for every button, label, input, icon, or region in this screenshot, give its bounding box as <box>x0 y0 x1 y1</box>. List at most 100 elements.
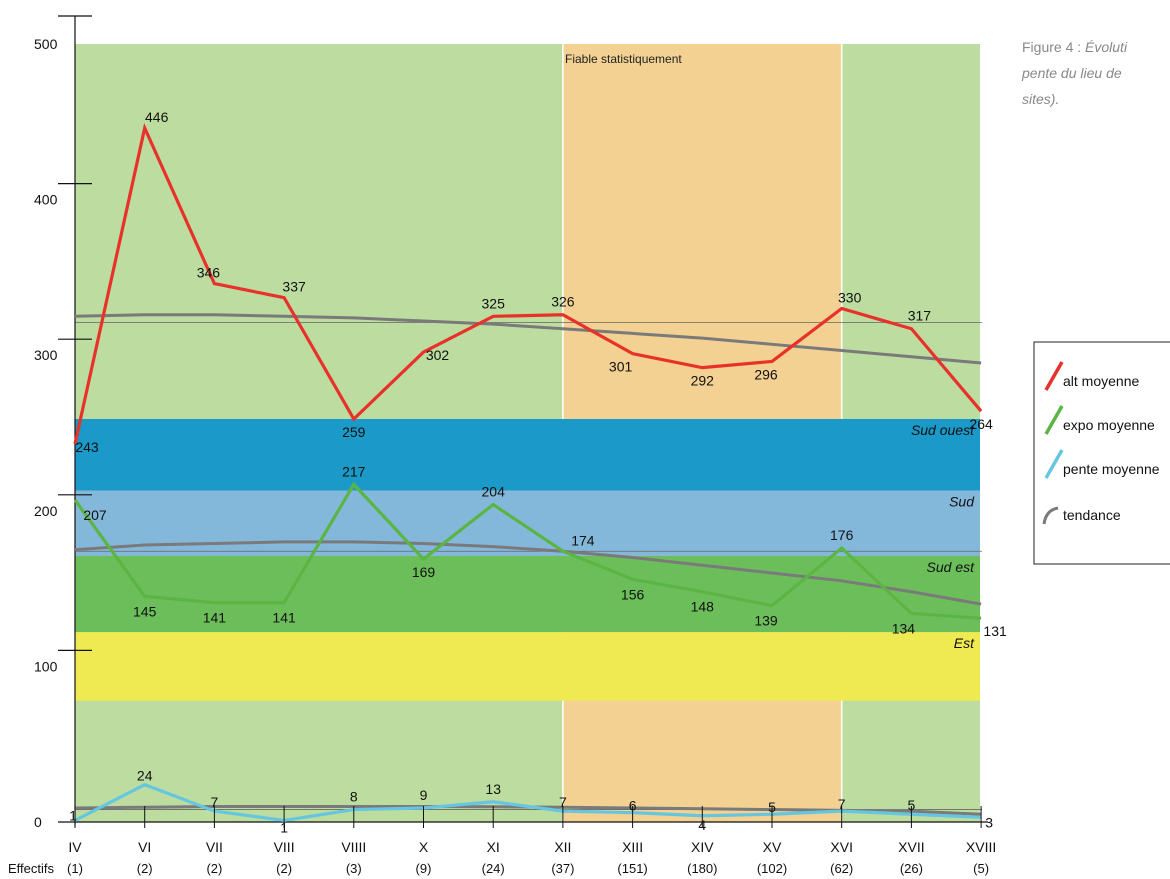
legend-swatch-1 <box>1044 405 1064 435</box>
legend-label-0: alt moyenne <box>1063 373 1139 389</box>
band-label-sud-ouest: Sud ouest <box>911 422 975 438</box>
effectif-label-XVIII: (5) <box>973 861 989 876</box>
data-label-pente-XVI: 7 <box>838 796 846 812</box>
data-label-pente-XII: 7 <box>559 794 567 810</box>
x-tick-label-XIII: XIII <box>622 839 643 855</box>
data-label-expo-VIII: 141 <box>272 610 296 626</box>
data-label-alt-VII: 346 <box>197 265 221 281</box>
data-label-pente-VIIII: 8 <box>350 789 358 805</box>
effectif-label-VII: (2) <box>206 861 222 876</box>
data-label-expo-XV: 139 <box>754 613 778 629</box>
effectif-label-XVII: (26) <box>900 861 923 876</box>
data-label-alt-VI: 446 <box>145 109 169 125</box>
data-label-pente-XVII: 5 <box>908 797 916 813</box>
legend-swatch-0 <box>1044 361 1064 391</box>
legend: alt moyenne expo moyenne pente moyenne tend… <box>1033 341 1170 565</box>
data-label-pente-XI: 13 <box>485 781 501 797</box>
effectif-label-VI: (2) <box>137 861 153 876</box>
trend-line-1 <box>74 540 982 606</box>
effectif-label-IV: (1) <box>67 861 83 876</box>
data-label-expo-XVII: 134 <box>892 620 916 636</box>
x-tick-label-VIIII: VIIII <box>341 839 366 855</box>
x-tick-label-X: X <box>419 839 429 855</box>
svg-text:Figure 4 : Évoluti: Figure 4 : Évoluti <box>1022 39 1128 55</box>
x-tick-label-XI: XI <box>487 839 500 855</box>
legend-box <box>1033 341 1170 565</box>
x-tick-label-XV: XV <box>763 839 782 855</box>
effectifs-label: Effectifs <box>8 861 55 876</box>
y-tick-label-0: 0 <box>34 814 42 830</box>
legend-label-3: tendance <box>1063 507 1121 523</box>
x-tick-label-IV: IV <box>68 839 82 855</box>
data-label-expo-IV: 207 <box>83 507 107 523</box>
effectif-label-X: (9) <box>416 861 432 876</box>
effectif-label-XII: (37) <box>551 861 574 876</box>
x-axis-labels: IV (1) VI (2) VII (2) VIII (2) VIIII (3) X (9) XI (24… <box>67 806 996 876</box>
x-tick-label-VIII: VIII <box>274 839 295 855</box>
data-label-expo-VI: 145 <box>133 603 157 619</box>
y-tick-label-300: 300 <box>34 347 58 363</box>
data-label-alt-XVI: 330 <box>838 290 862 306</box>
legend-label-1: expo moyenne <box>1063 417 1155 433</box>
data-series <box>73 122 983 823</box>
effectif-label-VIIII: (3) <box>346 861 362 876</box>
data-label-alt-XV: 296 <box>754 366 778 382</box>
data-label-pente-VII: 7 <box>211 794 219 810</box>
effectif-label-XIII: (151) <box>617 861 647 876</box>
y-tick-label-400: 400 <box>34 192 58 208</box>
caption-prefix: Figure 4 : <box>1022 39 1081 55</box>
data-label-expo-XI: 204 <box>482 484 506 500</box>
data-label-expo-XVIII: 131 <box>983 623 1007 639</box>
caption-line3: sites). <box>1022 91 1059 107</box>
data-label-alt-X: 302 <box>426 347 450 363</box>
data-label-alt-XVII: 317 <box>908 308 932 324</box>
data-label-pente-X: 9 <box>420 787 428 803</box>
data-label-pente-IV: 1 <box>69 807 77 823</box>
caption: Figure 4 : Évoluti pente du lieu de site… <box>1021 39 1128 107</box>
y-tick-label-200: 200 <box>34 503 58 519</box>
x-tick-label-XVIII: XVIII <box>966 839 996 855</box>
data-label-alt-XIII: 301 <box>609 359 633 375</box>
data-label-alt-XII: 326 <box>551 294 575 310</box>
effectif-label-VIII: (2) <box>276 861 292 876</box>
band-sud-est <box>75 555 980 633</box>
effectif-label-XV: (102) <box>757 861 787 876</box>
caption-italic: Évoluti <box>1085 39 1128 55</box>
x-tick-label-XVI: XVI <box>830 839 853 855</box>
data-label-alt-VIII: 337 <box>282 279 306 295</box>
effectif-label-XIV: (180) <box>687 861 717 876</box>
series-line-alt-moyenne <box>73 122 983 445</box>
orientation-bands: Sud ouest Sud Sud est Est <box>75 418 980 701</box>
band-sud-ouest <box>75 418 980 491</box>
band-label-sud-est: Sud est <box>927 559 976 575</box>
data-label-expo-X: 169 <box>412 564 436 580</box>
trend-line-0 <box>74 313 982 365</box>
x-tick-label-XII: XII <box>554 839 571 855</box>
y-axis: 0 100 200 300 400 500 <box>34 15 988 830</box>
data-label-expo-XIII: 156 <box>621 586 645 602</box>
data-label-expo-XII: 174 <box>571 532 595 548</box>
data-label-pente-XIII: 6 <box>629 798 637 814</box>
data-label-expo-XIV: 148 <box>691 599 715 615</box>
effectif-label-XI: (24) <box>482 861 505 876</box>
legend-swatch-3 <box>1042 506 1059 525</box>
legend-label-2: pente moyenne <box>1063 461 1160 477</box>
caption-line2: pente du lieu de <box>1021 65 1122 81</box>
band-est <box>75 632 980 701</box>
legend-swatch-2 <box>1044 449 1064 479</box>
band-sud <box>75 490 980 556</box>
data-label-pente-XVIII: 3 <box>985 814 993 830</box>
band-label-sud: Sud <box>949 494 975 510</box>
data-label-alt-VIIII: 259 <box>342 424 366 440</box>
effectif-label-XVI: (62) <box>830 861 853 876</box>
x-tick-label-XVII: XVII <box>898 839 924 855</box>
series-line-expo-moyenne <box>73 481 982 620</box>
data-label-alt-IV: 243 <box>75 439 99 455</box>
data-label-alt-XVIII: 264 <box>969 416 993 432</box>
data-label-expo-VIIII: 217 <box>342 463 366 479</box>
data-label-pente-VI: 24 <box>137 768 153 784</box>
x-tick-label-XIV: XIV <box>691 839 714 855</box>
x-tick-label-VII: VII <box>206 839 223 855</box>
data-label-expo-XVI: 176 <box>830 527 854 543</box>
